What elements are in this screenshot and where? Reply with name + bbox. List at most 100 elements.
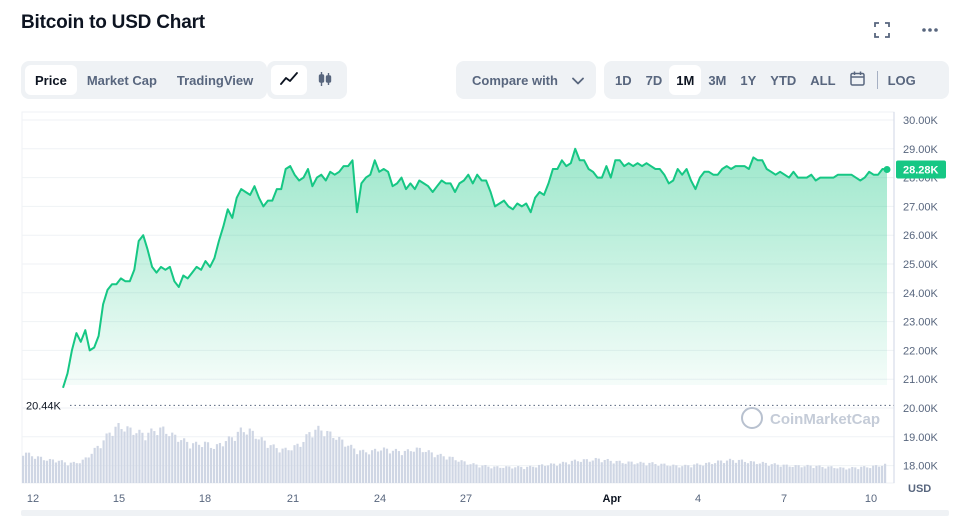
volume-bar <box>433 457 436 483</box>
volume-bar <box>275 448 278 483</box>
volume-bar <box>370 450 374 483</box>
volume-bar <box>251 430 254 483</box>
volume-bar <box>872 465 875 483</box>
volume-bar <box>836 468 839 483</box>
volume-bar <box>293 445 296 483</box>
volume-bar <box>714 463 717 483</box>
volume-bar <box>594 457 597 483</box>
volume-bar <box>555 465 559 483</box>
volume-bar <box>561 461 565 483</box>
volume-bar <box>517 466 520 483</box>
range-1m[interactable]: 1M <box>669 65 702 95</box>
tab-tradingview[interactable]: TradingView <box>176 72 254 88</box>
x-tick-label: 15 <box>113 493 125 505</box>
range-1d[interactable]: 1D <box>615 72 632 88</box>
range-3m[interactable]: 3M <box>708 72 727 88</box>
volume-bar <box>806 464 809 483</box>
range-1y[interactable]: 1Y <box>740 72 757 88</box>
log-scale-toggle[interactable]: LOG <box>887 72 916 88</box>
x-tick-label: 10 <box>865 493 877 505</box>
y-tick-label: 27.00K <box>903 201 939 213</box>
compare-with-dropdown[interactable]: Compare with <box>456 61 596 99</box>
volume-bar <box>218 442 222 483</box>
line-chart-button[interactable] <box>271 65 307 95</box>
volume-bar <box>406 449 409 483</box>
volume-bar <box>436 454 439 483</box>
volume-bar <box>195 441 198 483</box>
volume-bar <box>788 466 791 483</box>
volume-bar <box>666 465 669 483</box>
fullscreen-icon[interactable] <box>870 18 894 42</box>
tab-market-cap[interactable]: Market Cap <box>86 72 157 88</box>
volume-bar <box>186 441 189 483</box>
volume-bar <box>314 429 317 483</box>
volume-bar <box>272 444 275 483</box>
volume-bar <box>388 453 392 483</box>
volume-bar <box>108 432 111 483</box>
y-tick-label: 26.00K <box>903 230 939 242</box>
range-all[interactable]: ALL <box>810 72 836 88</box>
volume-bar <box>499 467 502 483</box>
volume-bar <box>588 461 591 483</box>
volume-bar <box>230 437 233 483</box>
volume-bar <box>878 466 881 483</box>
volume-bar <box>782 464 785 483</box>
range-7d[interactable]: 7D <box>645 72 663 88</box>
date-picker-button[interactable] <box>843 65 873 95</box>
volume-bar <box>520 466 523 483</box>
volume-bar <box>281 448 284 483</box>
current-price-label: 28.28K <box>903 165 939 177</box>
y-tick-label: 22.00K <box>903 345 939 357</box>
volume-bar <box>514 467 517 483</box>
candlestick-button[interactable] <box>307 65 343 95</box>
volume-bar <box>875 465 878 483</box>
volume-bar <box>308 432 311 483</box>
tab-price[interactable]: Price <box>25 65 77 95</box>
volume-bar <box>675 465 678 483</box>
range-ytd[interactable]: YTD <box>770 72 797 88</box>
volume-bar <box>69 462 72 483</box>
volume-bar <box>857 469 860 483</box>
volume-bar <box>496 466 499 483</box>
volume-bar <box>177 441 180 483</box>
calendar-icon <box>850 71 865 89</box>
volume-bar <box>460 460 463 483</box>
more-options-icon[interactable] <box>918 18 942 42</box>
volume-bar <box>382 447 386 483</box>
current-price-dot <box>883 166 891 174</box>
volume-bar <box>612 463 615 483</box>
volume-bar <box>821 467 824 483</box>
volume-bar <box>22 455 25 483</box>
volume-bar <box>412 451 415 483</box>
volume-bar <box>254 438 257 483</box>
volume-bar <box>150 428 153 483</box>
y-tick-label: 24.00K <box>903 288 939 300</box>
price-chart[interactable]: 30.00K29.00K28.00K27.00K26.00K25.00K24.0… <box>0 105 953 510</box>
volume-bar <box>445 459 448 483</box>
volume-bar <box>448 456 451 483</box>
volume-bar <box>597 458 600 483</box>
volume-bar <box>329 431 332 483</box>
volume-bar <box>379 450 383 483</box>
volume-bar <box>567 464 571 483</box>
volume-bar <box>153 431 156 483</box>
volume-bar <box>215 444 219 483</box>
volume-bar <box>227 436 230 483</box>
volume-bar <box>490 468 493 483</box>
volume-bar <box>135 433 138 483</box>
chevron-down-icon <box>572 73 584 88</box>
volume-bar <box>96 445 99 483</box>
volume-bar <box>716 460 720 483</box>
volume-bar <box>734 462 738 483</box>
volume-bar <box>532 466 535 483</box>
price-area <box>63 148 887 388</box>
volume-bar <box>711 464 714 483</box>
volume-bar <box>442 456 445 483</box>
range-slider-track[interactable] <box>21 510 949 516</box>
volume-bar <box>690 467 693 483</box>
volume-bar <box>129 427 132 483</box>
volume-bar <box>511 468 514 483</box>
volume-bar <box>24 452 28 483</box>
volume-bar <box>615 460 618 483</box>
volume-bar <box>368 454 371 483</box>
